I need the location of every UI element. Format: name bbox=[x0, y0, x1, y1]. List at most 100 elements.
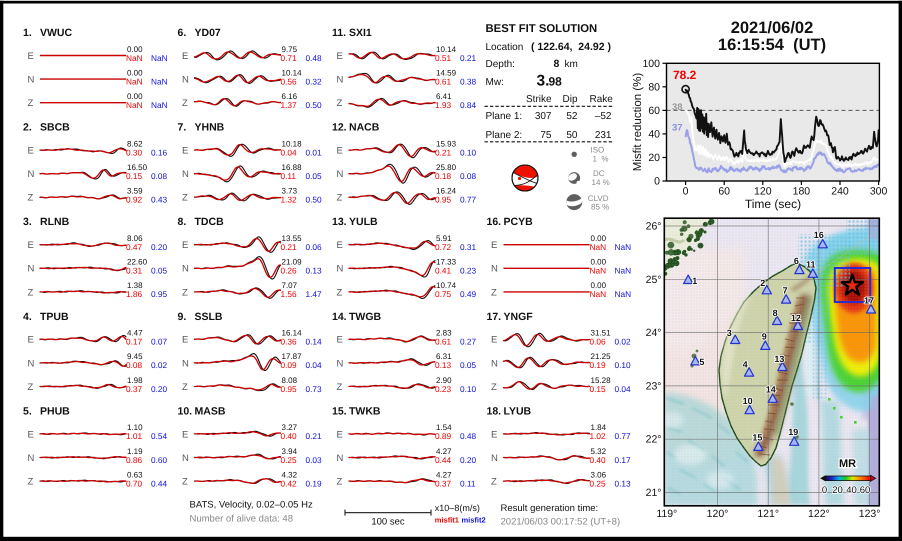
svg-text:NaN: NaN bbox=[126, 53, 143, 63]
svg-text:7: 7 bbox=[783, 285, 788, 295]
svg-text:0: 0 bbox=[822, 485, 827, 496]
svg-text:0.05: 0.05 bbox=[151, 266, 168, 276]
svg-text:NaN: NaN bbox=[151, 53, 168, 63]
svg-text:0.60: 0.60 bbox=[151, 455, 168, 465]
svg-text:52: 52 bbox=[566, 111, 578, 122]
svg-text:YNGF: YNGF bbox=[504, 311, 534, 323]
svg-text:26°: 26° bbox=[646, 221, 662, 233]
svg-text:40: 40 bbox=[648, 128, 660, 140]
svg-text:E: E bbox=[337, 335, 343, 346]
svg-text:13.55: 13.55 bbox=[282, 234, 303, 243]
svg-text:16: 16 bbox=[814, 230, 824, 240]
svg-text:0.13: 0.13 bbox=[306, 266, 323, 276]
svg-text:9.: 9. bbox=[178, 311, 187, 323]
svg-text:0.20: 0.20 bbox=[460, 455, 477, 465]
svg-text:37: 37 bbox=[672, 123, 683, 134]
svg-text:E: E bbox=[28, 240, 34, 251]
svg-text:BATS, Velocity, 0.02–0.05 Hz: BATS, Velocity, 0.02–0.05 Hz bbox=[190, 500, 313, 511]
svg-text:Z: Z bbox=[337, 193, 343, 204]
svg-text:BEST FIT SOLUTION: BEST FIT SOLUTION bbox=[486, 23, 598, 35]
svg-text:Z: Z bbox=[28, 477, 34, 488]
svg-text:Z: Z bbox=[28, 287, 34, 298]
svg-text:8.: 8. bbox=[178, 216, 187, 228]
svg-text:3.06: 3.06 bbox=[591, 470, 607, 479]
svg-text:N: N bbox=[182, 169, 189, 180]
svg-text:85 %: 85 % bbox=[591, 203, 609, 212]
svg-text:E: E bbox=[182, 240, 188, 251]
svg-text:NaN: NaN bbox=[126, 100, 143, 110]
svg-text:0.07: 0.07 bbox=[151, 337, 168, 347]
svg-text:0.48: 0.48 bbox=[306, 53, 323, 63]
svg-text:2021/06/02: 2021/06/02 bbox=[731, 19, 814, 37]
svg-text:NaN: NaN bbox=[615, 289, 632, 299]
svg-text:120°: 120° bbox=[707, 508, 729, 520]
svg-text:23°: 23° bbox=[646, 380, 662, 392]
svg-text:9.75: 9.75 bbox=[282, 45, 298, 54]
svg-text:6.41: 6.41 bbox=[436, 92, 452, 101]
svg-text:6.: 6. bbox=[178, 27, 187, 39]
svg-text:38: 38 bbox=[672, 102, 683, 113]
svg-text:1.47: 1.47 bbox=[306, 289, 323, 299]
svg-text:DC: DC bbox=[593, 169, 605, 178]
svg-text:0.19: 0.19 bbox=[306, 478, 323, 488]
svg-text:7.07: 7.07 bbox=[282, 281, 298, 290]
svg-text:N: N bbox=[337, 75, 344, 86]
svg-text:0.32: 0.32 bbox=[306, 76, 323, 86]
svg-text:17: 17 bbox=[864, 295, 874, 305]
svg-text:1.98: 1.98 bbox=[127, 376, 143, 385]
svg-text:0.17: 0.17 bbox=[615, 455, 632, 465]
svg-text:1.56: 1.56 bbox=[281, 289, 298, 299]
svg-text:4.27: 4.27 bbox=[436, 470, 452, 479]
svg-text:0.10: 0.10 bbox=[615, 360, 632, 370]
svg-text:22.60: 22.60 bbox=[127, 258, 148, 267]
svg-text:0.63: 0.63 bbox=[127, 470, 143, 479]
svg-text:240: 240 bbox=[831, 186, 849, 198]
svg-text:NaN: NaN bbox=[126, 76, 143, 86]
svg-text:Plane 1:: Plane 1: bbox=[486, 111, 523, 122]
svg-text:10.14: 10.14 bbox=[282, 68, 303, 77]
svg-text:Z: Z bbox=[182, 382, 188, 393]
svg-text:10.14: 10.14 bbox=[436, 45, 457, 54]
svg-text:2.: 2. bbox=[23, 122, 32, 134]
svg-text:0.21: 0.21 bbox=[460, 53, 477, 63]
svg-text:N: N bbox=[337, 169, 344, 180]
svg-text:10.: 10. bbox=[178, 405, 193, 417]
svg-text:21.09: 21.09 bbox=[282, 258, 303, 267]
svg-text:E: E bbox=[28, 146, 34, 157]
svg-text:2021/06/03 00:17:52 (UT+8): 2021/06/03 00:17:52 (UT+8) bbox=[501, 517, 621, 528]
svg-text:0.04: 0.04 bbox=[615, 384, 632, 394]
svg-text:121°: 121° bbox=[757, 508, 779, 520]
svg-text:0.13: 0.13 bbox=[615, 478, 632, 488]
svg-text:119°: 119° bbox=[656, 508, 677, 520]
svg-text:13.: 13. bbox=[332, 216, 347, 228]
svg-text:0.04: 0.04 bbox=[281, 147, 298, 157]
svg-text:N: N bbox=[491, 453, 498, 464]
svg-text:Z: Z bbox=[337, 477, 343, 488]
svg-text:E: E bbox=[182, 335, 188, 346]
svg-text:16.: 16. bbox=[487, 216, 502, 228]
svg-text:180: 180 bbox=[793, 186, 811, 198]
svg-text:0.05: 0.05 bbox=[460, 360, 477, 370]
svg-text:0.95: 0.95 bbox=[281, 384, 298, 394]
svg-text:0.00: 0.00 bbox=[591, 281, 607, 290]
svg-text:N: N bbox=[28, 169, 35, 180]
svg-text:Z: Z bbox=[28, 98, 34, 109]
svg-text:N: N bbox=[182, 75, 189, 86]
svg-text:0.47: 0.47 bbox=[126, 242, 143, 252]
svg-text:MR: MR bbox=[839, 458, 856, 470]
svg-text:8: 8 bbox=[773, 308, 778, 318]
svg-text:7.: 7. bbox=[178, 122, 187, 134]
svg-text:16.50: 16.50 bbox=[127, 163, 148, 172]
svg-text:0.08: 0.08 bbox=[126, 360, 143, 370]
svg-text:0.84: 0.84 bbox=[460, 100, 477, 110]
svg-text:5.32: 5.32 bbox=[591, 447, 607, 456]
svg-text:14.: 14. bbox=[332, 311, 347, 323]
svg-text:misfit1: misfit1 bbox=[435, 516, 459, 525]
svg-text:Misfit reduction (%): Misfit reduction (%) bbox=[632, 73, 644, 172]
svg-text:Time (sec): Time (sec) bbox=[745, 197, 801, 211]
svg-text:N: N bbox=[491, 264, 498, 275]
svg-text:Rake: Rake bbox=[590, 94, 614, 105]
svg-text:11.: 11. bbox=[332, 27, 346, 39]
svg-text:N: N bbox=[491, 358, 498, 369]
svg-text:0.89: 0.89 bbox=[435, 431, 452, 441]
